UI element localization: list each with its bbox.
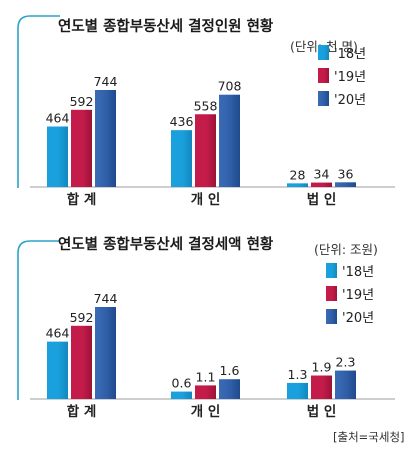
bar <box>311 182 332 187</box>
data-label: 1.9 <box>312 360 332 375</box>
data-label: 0.6 <box>172 376 192 391</box>
panel-frame <box>17 15 60 188</box>
data-label: 708 <box>218 79 242 94</box>
legend-swatch <box>326 263 337 278</box>
data-label: 1.6 <box>220 363 240 378</box>
bar <box>195 385 216 399</box>
category-label: 개 인 <box>191 191 221 208</box>
legend-label: '19년 <box>342 288 374 303</box>
legend-swatch <box>318 68 329 83</box>
data-label: 436 <box>170 114 194 129</box>
legend-swatch <box>318 45 329 60</box>
data-label: 592 <box>70 94 94 109</box>
bar <box>287 382 308 399</box>
data-label: 1.1 <box>196 369 216 384</box>
data-label: 744 <box>94 291 118 306</box>
chart-title: 연도별 종합부동산세 결정세액 현황 <box>58 235 274 253</box>
legend-label: '18년 <box>334 47 366 62</box>
category-label: 합 계 <box>67 191 97 208</box>
data-label: 464 <box>46 111 70 126</box>
category-label: 합 계 <box>67 403 97 420</box>
legend-label: '20년 <box>342 311 374 326</box>
data-label: 36 <box>338 166 354 181</box>
bar <box>171 391 192 399</box>
legend-swatch <box>326 286 337 301</box>
bar <box>335 182 356 187</box>
bar <box>219 379 240 399</box>
bar <box>95 307 116 399</box>
legend-swatch <box>326 309 337 324</box>
chart-panel-recipients: 연도별 종합부동산세 결정인원 현황 (단위: 천 명) 464592744합 … <box>17 15 395 208</box>
chart-unit: (단위: 조원) <box>314 242 378 257</box>
legend-label: '18년 <box>342 265 374 280</box>
bar <box>71 325 92 399</box>
panel-frame <box>17 240 60 400</box>
source-note: [출처=국세청] <box>333 430 405 444</box>
data-label: 744 <box>94 74 118 89</box>
data-label: 558 <box>194 98 218 113</box>
legend: '18년 '19년 '20년 <box>318 45 366 108</box>
bar <box>335 370 356 399</box>
data-label: 34 <box>314 167 330 182</box>
data-label: 1.3 <box>288 367 308 382</box>
legend-label: '19년 <box>334 70 366 85</box>
bar <box>71 109 92 187</box>
chart-title: 연도별 종합부동산세 결정인원 현황 <box>58 17 274 35</box>
bar <box>95 90 116 187</box>
bar <box>47 126 68 187</box>
category-label: 법 인 <box>307 191 337 208</box>
data-label: 592 <box>70 310 94 325</box>
data-label: 28 <box>290 167 306 182</box>
bar <box>195 114 216 187</box>
bar <box>311 375 332 399</box>
legend: '18년 '19년 '20년 <box>326 263 374 326</box>
legend-swatch <box>318 91 329 106</box>
category-label: 개 인 <box>191 403 221 420</box>
bar <box>171 130 192 187</box>
bar <box>287 183 308 187</box>
legend-label: '20년 <box>334 93 366 108</box>
data-label: 464 <box>46 326 70 341</box>
data-label: 2.3 <box>336 355 356 370</box>
bar <box>47 341 68 399</box>
bar <box>219 94 240 187</box>
category-label: 법 인 <box>307 403 337 420</box>
